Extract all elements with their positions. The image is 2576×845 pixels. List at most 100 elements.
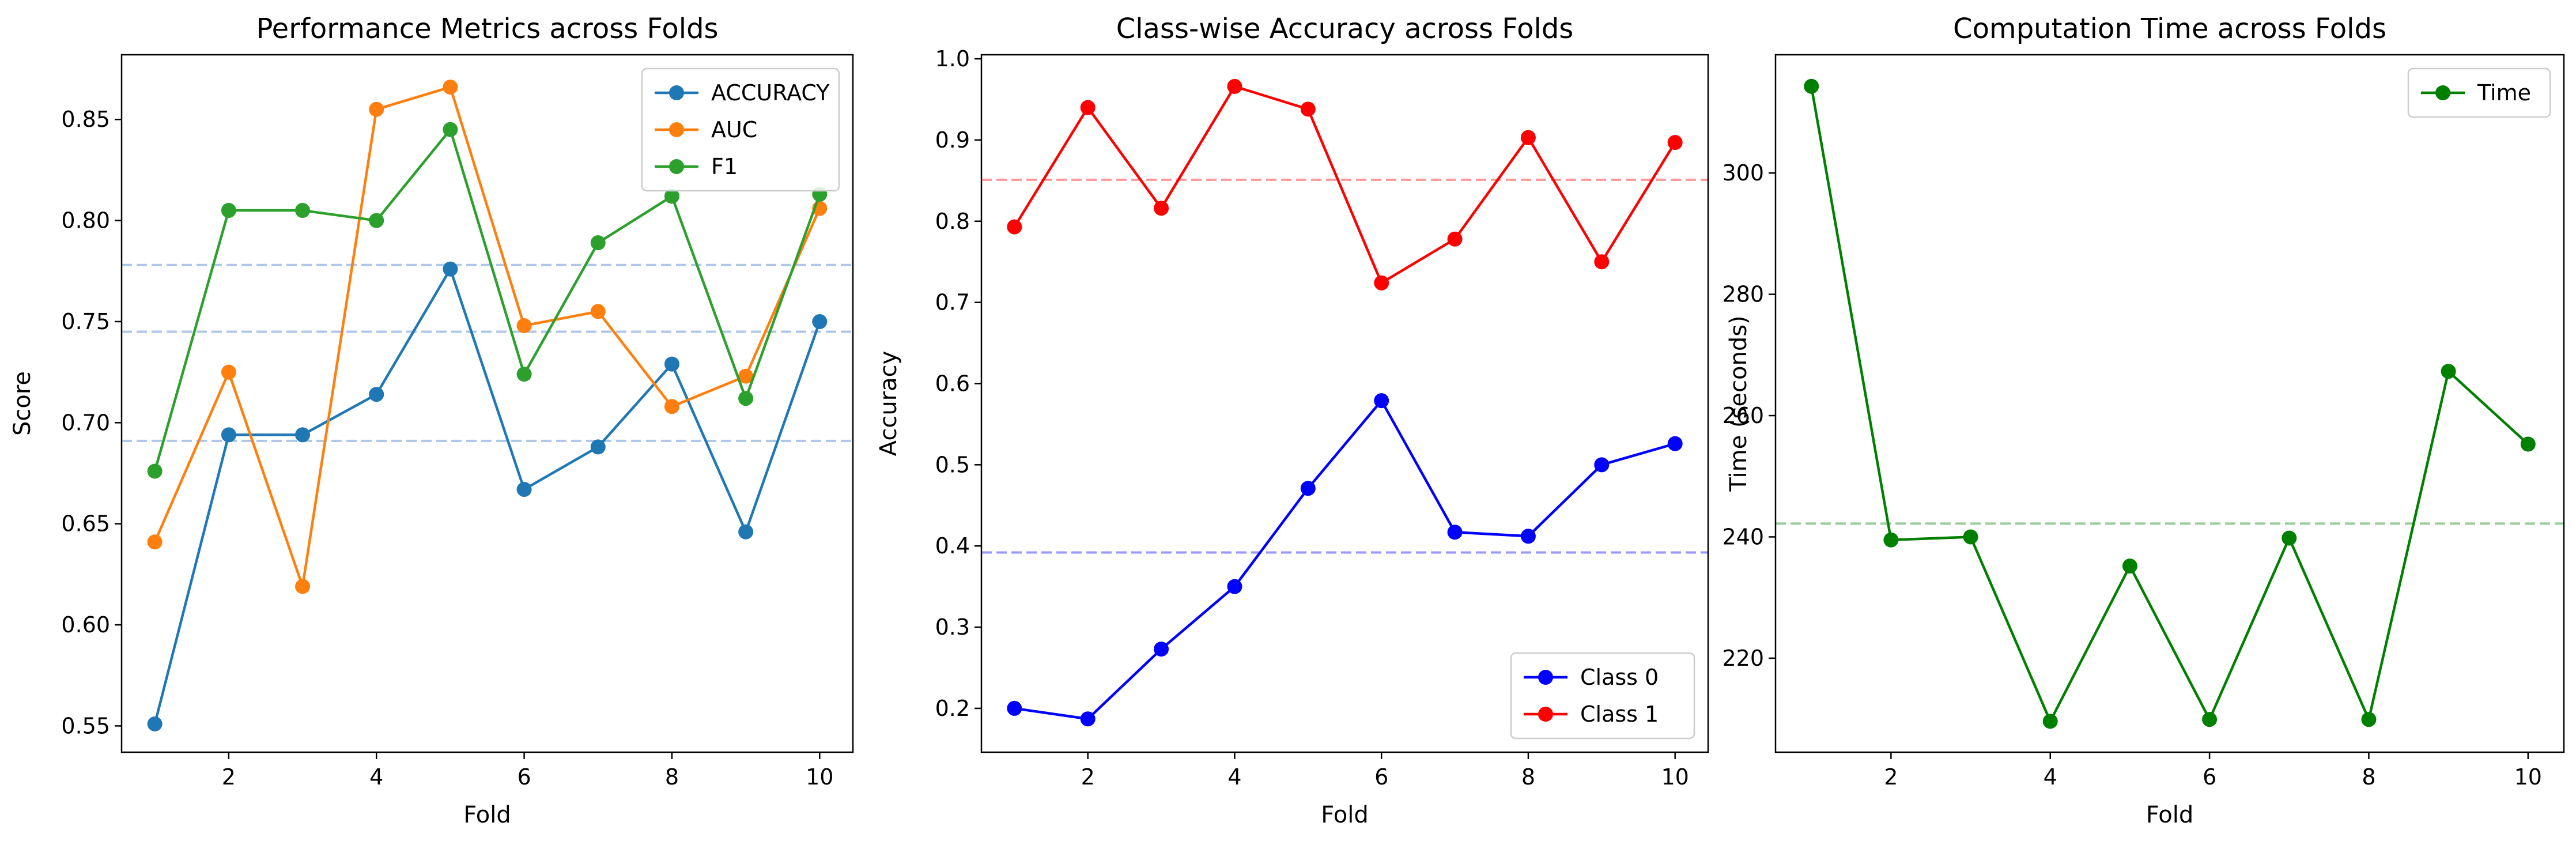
legend-marker: [1538, 707, 1553, 722]
x-tick-label: 10: [2514, 764, 2542, 790]
data-point: [221, 427, 236, 443]
data-point: [221, 203, 236, 218]
data-point: [738, 391, 754, 406]
x-tick-label: 8: [1521, 764, 1535, 790]
data-point: [2441, 364, 2456, 379]
legend-box: [641, 67, 840, 192]
legend-label: F1: [711, 154, 738, 179]
x-tick-label: 6: [1374, 764, 1388, 790]
data-point: [1300, 101, 1316, 117]
data-point: [590, 439, 606, 455]
data-point: [2520, 436, 2536, 452]
y-tick-label: 0.75: [61, 309, 110, 334]
x-axis-label: Fold: [1321, 802, 1369, 828]
chart-title: Computation Time across Folds: [1953, 13, 2386, 45]
legend-label: Time: [2477, 80, 2531, 105]
x-tick-label: 10: [1661, 764, 1689, 790]
panel-computation-time: 2 4 6 8 10 220 240 260 280 300 Computation Time ac…: [1722, 13, 2565, 828]
data-point: [443, 261, 458, 277]
data-point: [2282, 530, 2297, 546]
panel-class-wise-accuracy: 2 4 6 8 10 0.2 0.3 0.4 0.5 0.6 0.7 0.8 0.9 1.0 Class-w…: [875, 13, 1709, 828]
data-point: [2361, 712, 2377, 727]
x-tick-label: 4: [2044, 764, 2057, 790]
y-tick-label: 0.80: [61, 208, 110, 233]
y-tick-label: 0.4: [935, 533, 970, 559]
y-tick-label: 0.70: [61, 410, 110, 435]
y-tick-label: 0.9: [935, 127, 970, 153]
legend-marker: [669, 122, 684, 137]
data-point: [147, 534, 163, 550]
legend-label: AUC: [711, 117, 757, 142]
data-point: [1007, 700, 1022, 716]
x-axis-label: Fold: [463, 802, 511, 828]
y-tick-label: 0.6: [935, 371, 970, 396]
legend: Time: [2407, 67, 2551, 118]
data-point: [147, 463, 163, 479]
data-point: [1667, 135, 1683, 150]
data-point: [369, 387, 384, 402]
data-point: [738, 524, 754, 540]
x-tick-label: 6: [2203, 764, 2216, 790]
data-point: [516, 367, 532, 382]
data-point: [664, 399, 679, 414]
y-tick-label: 0.85: [61, 107, 110, 132]
data-point: [1227, 579, 1242, 594]
y-tick-label: 0.3: [935, 614, 970, 640]
x-tick-label: 4: [1227, 764, 1241, 790]
y-tick-label: 0.7: [935, 290, 970, 315]
x-tick-label: 8: [2362, 764, 2375, 790]
legend: ACCURACY AUC F1: [641, 67, 840, 192]
x-tick-label: 10: [806, 764, 833, 790]
series-line-accuracy: [153, 267, 821, 725]
series-line-class-0: [1014, 399, 1676, 720]
y-tick-label: 1.0: [935, 46, 970, 71]
legend-box: [2407, 67, 2551, 118]
series-line-f1: [153, 128, 821, 472]
legend-marker: [669, 159, 684, 174]
data-point: [664, 356, 679, 372]
y-axis-label: Score: [9, 371, 36, 436]
data-point: [1154, 642, 1169, 657]
x-axis-label: Fold: [2146, 802, 2194, 828]
y-tick-label: 0.2: [935, 696, 970, 721]
legend-marker: [1538, 670, 1553, 685]
y-tick-label: 0.60: [61, 612, 110, 637]
data-point: [1007, 219, 1022, 235]
legend-label: Class 1: [1580, 701, 1659, 727]
data-point: [1667, 436, 1683, 451]
y-tick-label: 0.65: [61, 511, 110, 537]
x-tick-label: 8: [665, 764, 679, 790]
axes-frame: [980, 54, 1709, 753]
x-tick-label: 2: [1081, 764, 1095, 790]
data-point: [1594, 254, 1610, 270]
data-point: [2042, 714, 2058, 729]
data-point: [369, 213, 384, 228]
x-tick-label: 6: [517, 764, 531, 790]
data-point: [590, 304, 606, 319]
data-point: [1447, 525, 1463, 540]
data-point: [369, 101, 384, 117]
y-tick-label: 260: [1722, 403, 1764, 428]
data-point: [1520, 130, 1536, 145]
y-tick-label: 300: [1722, 160, 1764, 186]
data-point: [295, 579, 311, 594]
data-point: [664, 188, 679, 204]
y-tick-label: 0.8: [935, 209, 970, 234]
data-point: [147, 716, 163, 731]
panel-performance-metrics: 2 4 6 8 10 0.55 0.60 0.65 0.70 0.75 0.80 0.85 Perfor…: [9, 13, 854, 828]
data-point: [1963, 529, 1978, 545]
data-point: [1594, 457, 1610, 473]
x-tick-label: 2: [222, 764, 236, 790]
x-tick-label: 4: [369, 764, 383, 790]
y-tick-label: 220: [1722, 646, 1764, 671]
y-tick-label: 240: [1722, 524, 1764, 549]
x-tick-label: 2: [1884, 764, 1898, 790]
data-point: [443, 122, 458, 137]
data-point: [1080, 100, 1096, 115]
legend-box: [1510, 652, 1695, 740]
y-axis-label: Accuracy: [875, 351, 902, 457]
series-line-class-1: [1013, 85, 1676, 285]
data-point: [1154, 201, 1169, 216]
legend-marker: [669, 85, 684, 100]
